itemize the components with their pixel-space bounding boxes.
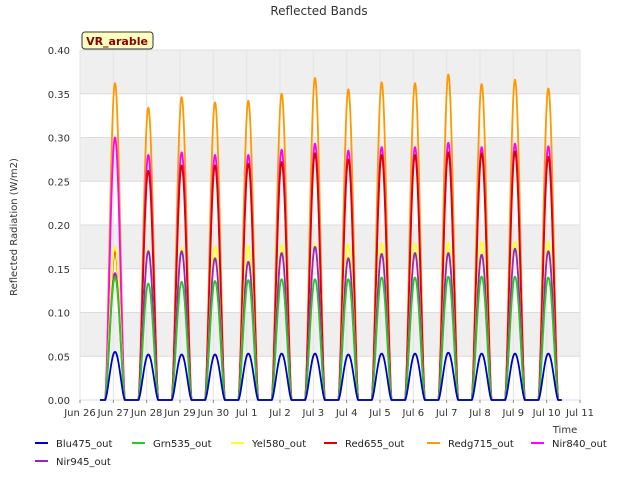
x-tick-label: Jul 3 bbox=[302, 408, 325, 419]
x-tick-label: Jul 8 bbox=[468, 408, 491, 419]
y-axis: 0.00 0.05 0.10 0.15 0.20 0.25 0.30 0.35 0.40 bbox=[48, 46, 70, 407]
y-tick-label: 0.10 bbox=[48, 309, 70, 320]
x-tick-label: Jun 29 bbox=[163, 408, 196, 419]
legend-label: Grn535_out bbox=[153, 439, 212, 450]
plot-band bbox=[80, 50, 580, 94]
y-tick-label: 0.15 bbox=[48, 265, 70, 276]
series-layer bbox=[99, 73, 563, 401]
x-axis: Jun 26 Jun 27 Jun 28 Jun 29 Jun 30 Jul 1 Jul 2… bbox=[63, 400, 594, 419]
x-tick-label: Jun 28 bbox=[130, 408, 163, 419]
legend-label: Blu475_out bbox=[56, 439, 113, 450]
y-axis-title: Reflected Radiation (W/m2) bbox=[9, 158, 20, 296]
legend-label: Yel580_out bbox=[251, 439, 306, 450]
x-tick-label: Jul 9 bbox=[502, 408, 525, 419]
x-tick-label: Jun 27 bbox=[97, 408, 130, 419]
x-tick-label: Jul 5 bbox=[368, 408, 391, 419]
plot-band bbox=[80, 225, 580, 269]
x-tick-label: Jun 30 bbox=[197, 408, 230, 419]
legend-label: Nir840_out bbox=[552, 439, 607, 450]
legend-label: Nir945_out bbox=[56, 457, 111, 468]
x-axis-title: Time bbox=[552, 425, 577, 436]
y-tick-label: 0.00 bbox=[48, 396, 70, 407]
annotation-tag-box bbox=[81, 31, 154, 50]
annotation-tag-label: VR_arable bbox=[86, 35, 148, 48]
y-tick-label: 0.05 bbox=[48, 352, 70, 363]
x-tick-label: Jun 26 bbox=[63, 408, 96, 419]
annotation-tag: VR_arable bbox=[81, 31, 154, 50]
y-tick-label: 0.40 bbox=[48, 46, 70, 57]
y-tick-label: 0.20 bbox=[48, 221, 70, 232]
chart-title: Reflected Bands bbox=[270, 4, 367, 18]
x-tick-label: Jul 6 bbox=[402, 408, 425, 419]
legend-label: Red655_out bbox=[345, 439, 405, 450]
x-tick-label: Jul 4 bbox=[335, 408, 358, 419]
plot-band bbox=[80, 312, 580, 357]
plot-band bbox=[80, 137, 580, 182]
series-line-blu475-out bbox=[99, 350, 563, 401]
x-tick-label: Jul 7 bbox=[435, 408, 458, 419]
y-tick-label: 0.35 bbox=[48, 90, 70, 101]
x-tick-label: Jul 11 bbox=[565, 408, 594, 419]
x-tick-label: Jul 10 bbox=[532, 408, 561, 419]
x-tick-label: Jul 2 bbox=[268, 408, 291, 419]
legend: Blu475_out Grn535_out Yel580_out Red655_out… bbox=[35, 439, 607, 468]
x-tick-label: Jul 1 bbox=[235, 408, 258, 419]
y-tick-label: 0.25 bbox=[48, 177, 70, 188]
legend-label: Redg715_out bbox=[448, 439, 514, 450]
y-tick-label: 0.30 bbox=[48, 134, 70, 145]
